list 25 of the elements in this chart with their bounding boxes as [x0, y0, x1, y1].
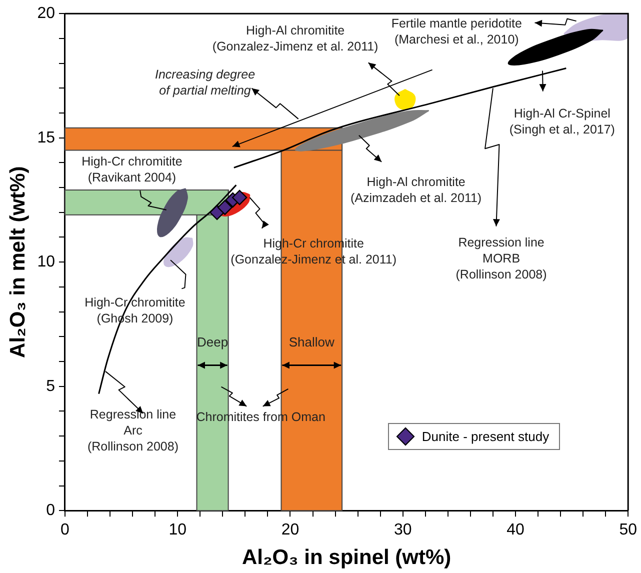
point	[217, 200, 233, 216]
annotation: High-Al chromitite (Gonzalez-Jimenz et al. 2011)	[212, 24, 378, 54]
x-tick-label: 30	[394, 522, 412, 539]
annotation: Regression line MORB (Rollinson 2008)	[456, 235, 547, 282]
annotation: High-Al chromitite (Azimzadeh et al. 2011)	[350, 174, 482, 205]
band-label: Shallow	[288, 334, 336, 350]
annotation: Regression line Arc (Rollinson 2008)	[87, 407, 178, 454]
x-tick-label: 10	[168, 522, 187, 539]
annotation: High-Cr chromitite (Ravikant 2004)	[82, 154, 182, 185]
y-tick-label: 20	[37, 5, 56, 22]
legend-label: Dunite - present study	[422, 428, 550, 444]
y-tick-label: 0	[46, 502, 56, 520]
y-axis-title: Al₂O₃ in melt (wt%)	[6, 166, 30, 358]
x-tick-label: 40	[506, 522, 524, 539]
x-axis-title: Al₂O₃ in spinel (wt%)	[242, 546, 452, 570]
annotation: High-Al Cr-Spinel (Singh et al., 2017)	[509, 106, 615, 136]
y-tick-label: 15	[37, 129, 56, 146]
x-tick-label: 0	[60, 522, 70, 539]
band-label: Deep	[196, 334, 228, 350]
annotation: Increasing degree of partial melting	[154, 68, 256, 98]
x-tick-label: 50	[619, 522, 638, 539]
y-tick-label: 5	[46, 378, 56, 395]
y-tick-label: 10	[37, 254, 56, 271]
annotation: Fertile mantle peridotite (Marchesi et al., 2010)	[391, 16, 522, 46]
x-tick-label: 20	[281, 522, 300, 539]
